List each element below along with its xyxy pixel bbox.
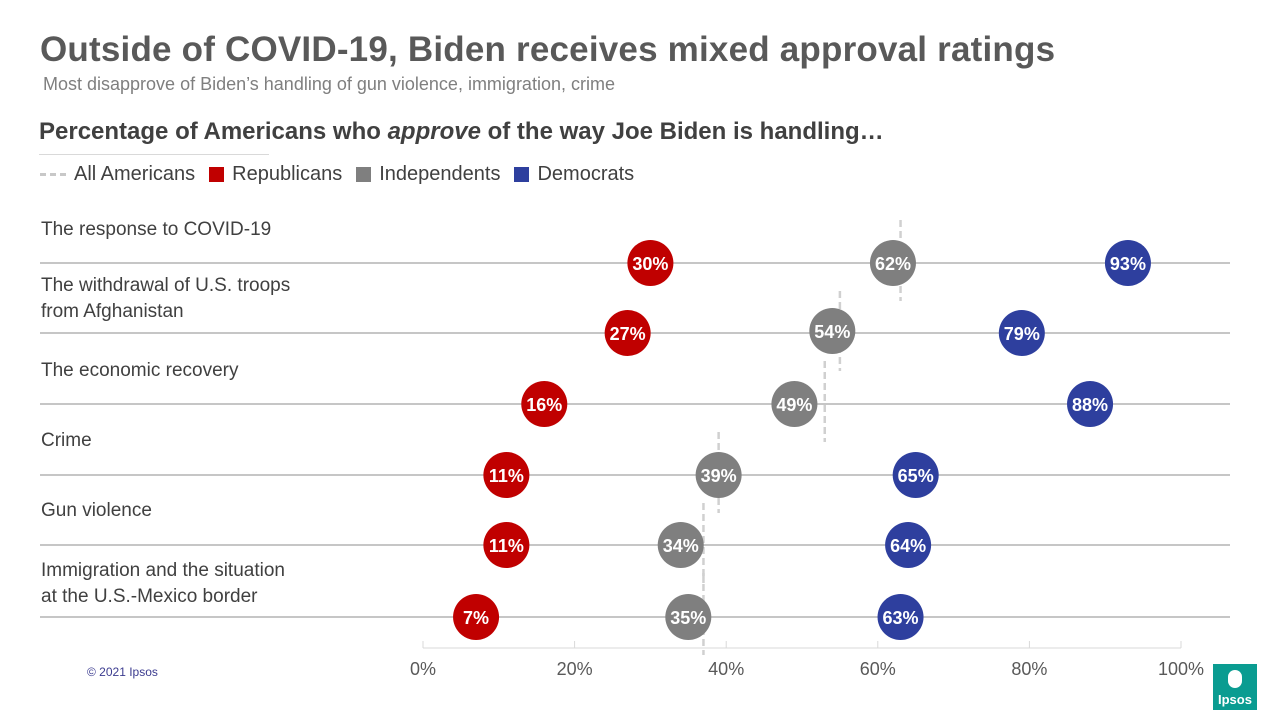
legend-item-all-americans: All Americans	[40, 163, 195, 186]
dem-dot-3	[892, 452, 939, 498]
dem-dot-label-4: 64%	[890, 536, 926, 556]
ind-dot-3	[695, 452, 742, 498]
row-label-5-line-1: at the U.S.-Mexico border	[41, 586, 258, 607]
page-subtitle: Most disapprove of Biden’s handling of g…	[43, 74, 615, 94]
row-label-3: Crime	[41, 428, 92, 454]
ind-dot-label-3: 39%	[701, 466, 737, 486]
dem-dot-0	[1104, 240, 1151, 286]
logo-mark-icon	[1228, 670, 1242, 688]
ind-dot-1	[809, 308, 856, 354]
chart-title-emphasis: approve	[387, 118, 481, 145]
legend-label-all-americans: All Americans	[74, 162, 196, 185]
ind-dot-label-4: 34%	[663, 536, 699, 556]
row-label-1-line-1: from Afghanistan	[41, 301, 184, 322]
rep-dot-label-4: 11%	[489, 536, 524, 556]
legend-swatch-democrats	[514, 166, 530, 182]
legend-dash-all-americans	[40, 173, 66, 176]
row-label-1-line-0: The withdrawal of U.S. troops	[41, 275, 291, 296]
x-tick-label-5: 100%	[1158, 659, 1204, 679]
dem-dot-4	[885, 522, 932, 568]
rep-dot-label-5: 7%	[463, 608, 489, 628]
ind-dot-2	[771, 381, 818, 427]
ipsos-logo: Ipsos	[1213, 664, 1257, 710]
row-label-4-line-0: Gun violence	[41, 500, 152, 521]
ind-dot-label-0: 62%	[875, 254, 911, 274]
logo-text: Ipsos	[1218, 692, 1252, 707]
rep-dot-0	[627, 240, 674, 286]
rep-dot-3	[483, 452, 530, 498]
title-divider	[39, 154, 269, 155]
rep-dot-4	[483, 522, 530, 568]
row-label-4: Gun violence	[41, 498, 152, 524]
rep-dot-label-0: 30%	[632, 254, 668, 274]
legend-swatch-republicans	[209, 166, 225, 182]
row-label-0-line-0: The response to COVID-19	[41, 219, 272, 240]
ind-dot-label-5: 35%	[670, 608, 706, 628]
row-label-2-line-0: The economic recovery	[41, 360, 239, 381]
x-tick-label-0: 0%	[410, 659, 436, 679]
legend-label-republicans: Republicans	[232, 162, 343, 185]
ind-dot-label-1: 54%	[814, 322, 850, 342]
chart-title-pre: Percentage of Americans who	[39, 118, 388, 145]
row-label-5: Immigration and the situation at the U.S.…	[41, 558, 285, 610]
legend-item-independents: Independents	[356, 163, 500, 186]
legend-item-democrats: Democrats	[514, 163, 634, 186]
x-tick-label-4: 80%	[1011, 659, 1047, 679]
x-tick-label-1: 20%	[557, 659, 593, 679]
rep-dot-label-1: 27%	[610, 324, 646, 344]
chart-title-post: of the way Joe Biden is handling…	[480, 118, 884, 145]
dem-dot-1	[998, 310, 1045, 356]
legend-swatch-independents	[356, 166, 372, 182]
row-label-1: The withdrawal of U.S. troops from Afghan…	[41, 273, 290, 325]
legend-label-democrats: Democrats	[537, 162, 635, 185]
dem-dot-label-2: 88%	[1072, 395, 1108, 415]
rep-dot-2	[521, 381, 568, 427]
dem-dot-label-5: 63%	[883, 608, 919, 628]
row-label-3-line-0: Crime	[41, 430, 92, 451]
ind-dot-label-2: 49%	[776, 395, 812, 415]
rep-dot-label-2: 16%	[526, 395, 562, 415]
legend-label-independents: Independents	[379, 162, 501, 185]
chart-legend: All Americans Republicans Independents D…	[40, 163, 648, 185]
dem-dot-2	[1067, 381, 1114, 427]
rep-dot-5	[453, 594, 500, 640]
page-title: Outside of COVID-19, Biden receives mixe…	[40, 30, 1056, 69]
row-label-2: The economic recovery	[41, 358, 238, 384]
row-label-0: The response to COVID-19	[41, 217, 271, 243]
ind-dot-4	[657, 522, 704, 568]
ind-dot-5	[665, 594, 712, 640]
x-tick-label-3: 60%	[860, 659, 896, 679]
dem-dot-5	[877, 594, 924, 640]
x-tick-label-2: 40%	[708, 659, 744, 679]
dem-dot-label-0: 93%	[1110, 254, 1146, 274]
dem-dot-label-1: 79%	[1004, 324, 1040, 344]
legend-item-republicans: Republicans	[209, 163, 342, 186]
rep-dot-1	[604, 310, 651, 356]
dem-dot-label-3: 65%	[898, 466, 934, 486]
ind-dot-0	[869, 240, 916, 286]
rep-dot-label-3: 11%	[489, 466, 524, 486]
row-label-5-line-0: Immigration and the situation	[41, 560, 285, 581]
chart-title: Percentage of Americans who approve of t…	[39, 118, 884, 146]
copyright-text: © 2021 Ipsos	[87, 665, 158, 679]
